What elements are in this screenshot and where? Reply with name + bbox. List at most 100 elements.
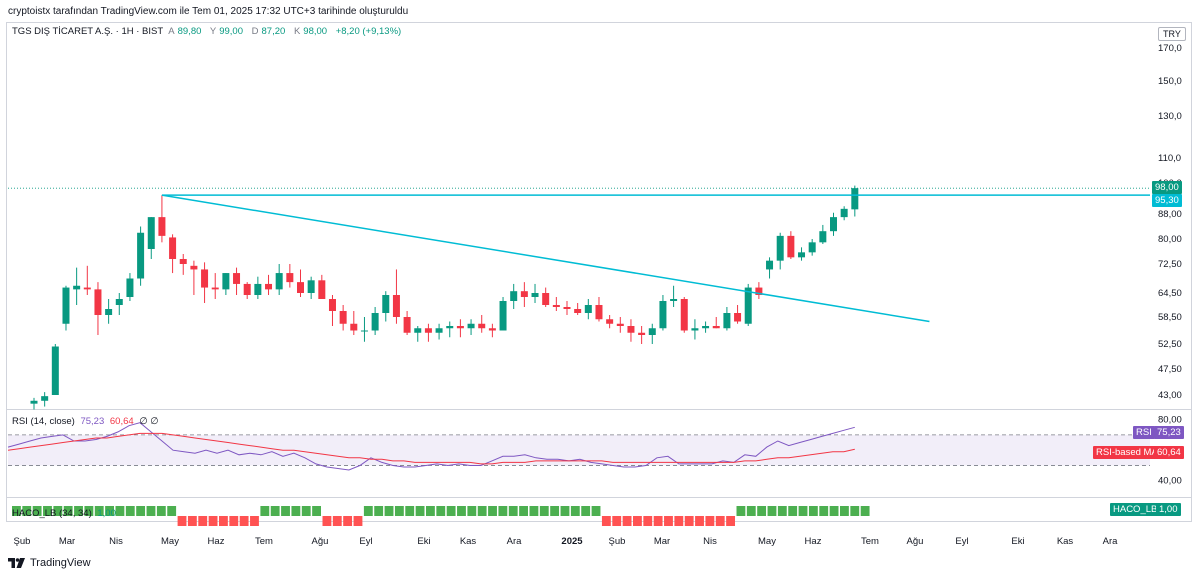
- candle-body: [201, 269, 209, 288]
- haco-bar-up: [850, 506, 860, 516]
- candle-body: [318, 280, 326, 299]
- rsi-legend-name[interactable]: RSI (14, close): [12, 416, 75, 427]
- haco-bar-down: [601, 516, 611, 526]
- haco-bar-down: [177, 516, 187, 526]
- haco-bar-up: [105, 506, 114, 516]
- candle-body: [776, 235, 784, 261]
- haco-bar-up: [426, 506, 435, 516]
- candle-body: [328, 299, 336, 311]
- candle-body: [62, 287, 70, 324]
- high-value: 99,00: [219, 26, 243, 37]
- currency-button[interactable]: TRY: [1158, 27, 1186, 41]
- time-axis-label: May: [758, 536, 776, 547]
- haco-bar-up: [53, 506, 63, 516]
- haco-bar-up: [860, 506, 870, 516]
- price-axis-tick: 80,00: [1158, 234, 1182, 245]
- haco-legend-value: 1,00: [97, 508, 116, 519]
- candle-body: [30, 400, 38, 404]
- footer: TradingView: [8, 557, 91, 569]
- haco-bar-up: [777, 506, 787, 516]
- haco-bar-up: [529, 506, 539, 516]
- candle-body: [584, 305, 592, 313]
- candle-body: [446, 326, 454, 329]
- candle-body: [531, 293, 539, 297]
- haco-bar-up: [281, 506, 290, 516]
- haco-bar-down: [715, 516, 725, 526]
- haco-bar-down: [250, 516, 259, 526]
- rsi-value-badge: 75,23: [1154, 426, 1184, 439]
- last-price-badge: 98,00: [1152, 181, 1182, 194]
- price-axis-tick: 150,0: [1158, 76, 1182, 87]
- symbol-legend[interactable]: TGS DIŞ TİCARET A.Ş. · 1H · BIST A 89,80 …: [12, 26, 404, 37]
- haco-bar-up: [829, 506, 839, 516]
- candle-body: [339, 311, 347, 324]
- haco-bar-down: [705, 516, 715, 526]
- candle-body: [73, 285, 81, 290]
- candle-body: [478, 323, 486, 329]
- haco-bar-up: [488, 506, 497, 516]
- candle-body: [179, 259, 187, 264]
- haco-bar-up: [167, 506, 177, 516]
- low-label: D: [251, 26, 259, 37]
- haco-bar-up: [736, 506, 746, 516]
- haco-legend-name[interactable]: HACO_LB (34, 34): [12, 508, 92, 519]
- time-axis-label: Eyl: [359, 536, 373, 547]
- close-label: K: [293, 26, 301, 37]
- candle-body: [712, 326, 720, 329]
- rsi-line: [7, 422, 855, 471]
- haco-bar-down: [219, 516, 228, 526]
- candle-body: [403, 317, 411, 333]
- candle-body: [691, 328, 699, 331]
- rsi-band-fill: [8, 434, 1150, 466]
- candle-body: [819, 231, 827, 243]
- time-axis-label: Ara: [1102, 536, 1118, 547]
- candle-body: [360, 330, 368, 332]
- haco-bar-up: [146, 506, 156, 516]
- candle-body: [169, 237, 177, 259]
- haco-bar-up: [270, 506, 280, 516]
- candle-body: [638, 332, 646, 335]
- haco-bar-up: [84, 506, 94, 516]
- candle-body: [744, 287, 752, 324]
- haco-bar-down: [622, 516, 632, 526]
- candle-body: [371, 313, 379, 331]
- candle-body: [840, 208, 848, 218]
- rsi-legend-ma: 60,64: [109, 416, 134, 427]
- time-axis-label: Şub: [608, 536, 626, 547]
- haco-panel[interactable]: [6, 498, 1192, 522]
- candle-body: [392, 295, 400, 317]
- haco-bar-up: [291, 506, 301, 516]
- symbol-name[interactable]: TGS DIŞ TİCARET A.Ş. · 1H · BIST: [12, 26, 164, 37]
- time-axis-label: Tem: [255, 536, 273, 547]
- haco-bar-up: [74, 506, 83, 516]
- haco-bar-up: [508, 506, 518, 516]
- candle-body: [350, 323, 358, 331]
- rsi-legend[interactable]: RSI (14, close) 75,23 60,64 ∅ ∅: [12, 416, 162, 427]
- rsi-panel[interactable]: [6, 410, 1192, 498]
- haco-bar-up: [12, 506, 21, 516]
- haco-bar-up: [384, 506, 394, 516]
- haco-bar-up: [591, 506, 601, 516]
- candle-body: [648, 328, 656, 335]
- time-axis-label: Ağu: [311, 536, 329, 547]
- high-label: Y: [209, 26, 217, 37]
- candle-body: [233, 273, 241, 284]
- haco-legend[interactable]: HACO_LB (34, 34) 1,00: [12, 508, 119, 519]
- haco-bar-up: [788, 506, 798, 516]
- time-axis-label: Eki: [417, 536, 431, 547]
- haco-bar-up: [446, 506, 456, 516]
- haco-bar-down: [684, 516, 694, 526]
- haco-bar-up: [136, 506, 146, 516]
- rsi-label-badge: RSI: [1133, 426, 1155, 439]
- candle-body: [414, 328, 422, 333]
- haco-value-badge: 1,00: [1156, 503, 1181, 516]
- haco-bar-down: [239, 516, 249, 526]
- price-panel[interactable]: [6, 22, 1192, 410]
- candle-body: [424, 328, 432, 333]
- candle-body: [574, 309, 582, 313]
- haco-bar-up: [405, 506, 415, 516]
- candle-body: [115, 299, 123, 305]
- rsi-legend-value: 75,23: [80, 416, 105, 427]
- price-axis-tick: 170,0: [1158, 43, 1182, 54]
- time-axis-label: Ara: [506, 536, 522, 547]
